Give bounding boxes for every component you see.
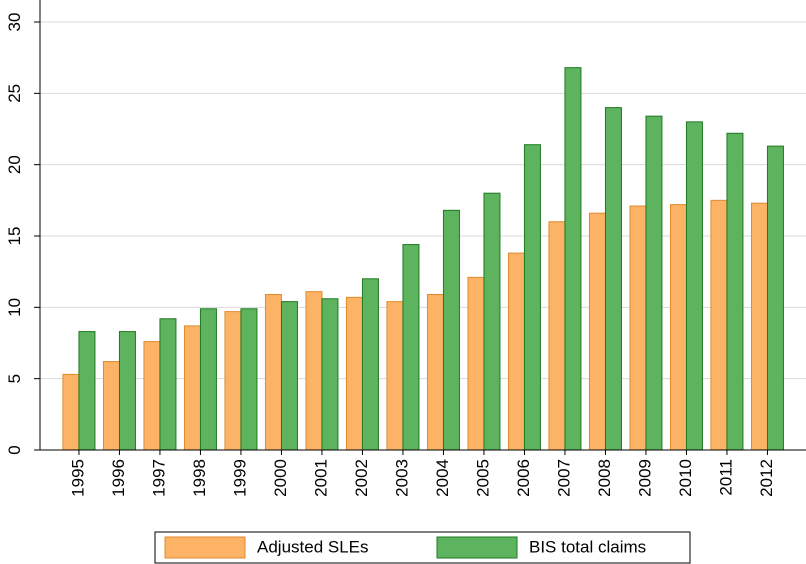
bar [183,325,201,451]
legend-label: Adjusted SLEs [257,537,369,556]
bar [442,209,460,451]
y-tick-label: 20 [5,155,24,174]
x-tick-label: 1998 [190,459,209,497]
legend-swatch [164,536,246,559]
bar [548,221,566,451]
bar [386,301,404,451]
x-tick-label: 2006 [514,459,533,497]
bar [102,361,120,451]
x-tick-label: 1999 [230,459,249,497]
x-tick-label: 2004 [433,459,452,497]
bar [402,244,420,451]
x-tick-label: 1996 [109,459,128,497]
bar [750,202,768,451]
bar [199,308,217,451]
bar [345,296,363,451]
x-tick-label: 2007 [554,459,573,497]
bar [426,293,444,451]
bar [280,301,298,451]
x-tick-label: 2001 [311,459,330,497]
bar [361,278,379,451]
bar [564,67,582,451]
x-tick-label: 2011 [716,459,735,496]
bar [507,252,525,451]
bar [159,318,177,451]
y-tick-label: 5 [5,374,24,383]
bar [305,291,323,451]
x-tick-label: 2002 [352,459,371,497]
bar [588,212,606,451]
legend-label: BIS total claims [529,537,646,556]
x-tick-label: 2003 [392,459,411,497]
y-tick-label: 15 [5,227,24,246]
x-tick-label: 2010 [676,459,695,497]
bar [669,204,687,451]
x-tick-label: 1997 [149,459,168,497]
x-tick-label: 1995 [68,459,87,497]
y-tick-label: 25 [5,84,24,103]
y-tick-label: 10 [5,298,24,317]
legend-swatch [436,536,518,559]
bar [766,145,784,451]
bar [321,298,339,451]
bar [240,308,258,451]
bar [62,373,80,451]
x-tick-label: 2000 [271,459,290,497]
bar [118,331,136,451]
bar [467,276,485,451]
bar [726,132,744,451]
bar [264,293,282,451]
bar [483,192,501,451]
x-tick-label: 2005 [473,459,492,497]
bar [604,107,622,451]
bar [645,115,663,451]
bar [143,341,161,451]
x-tick-label: 2009 [635,459,654,497]
bar [685,121,703,451]
x-tick-label: 2008 [595,459,614,497]
bar [224,311,242,451]
y-tick-label: 30 [5,13,24,32]
x-tick-label: 2012 [757,459,776,497]
bar [710,199,728,451]
y-tick-label: 0 [5,445,24,454]
bar [523,144,541,451]
bar [629,205,647,451]
bar [78,331,96,451]
